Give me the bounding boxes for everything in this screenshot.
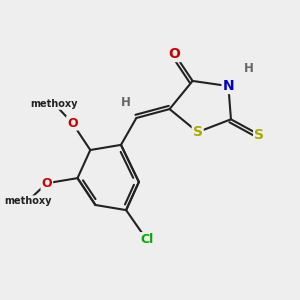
Text: methoxy: methoxy bbox=[4, 196, 51, 206]
Text: O: O bbox=[41, 177, 52, 190]
Text: N: N bbox=[223, 79, 234, 93]
Text: H: H bbox=[121, 96, 131, 109]
Text: O: O bbox=[169, 47, 181, 61]
Text: O: O bbox=[67, 117, 78, 130]
Text: methoxy: methoxy bbox=[31, 99, 78, 109]
Text: Cl: Cl bbox=[140, 233, 153, 246]
Text: H: H bbox=[244, 62, 254, 75]
Text: S: S bbox=[254, 128, 264, 142]
Text: S: S bbox=[193, 125, 203, 139]
